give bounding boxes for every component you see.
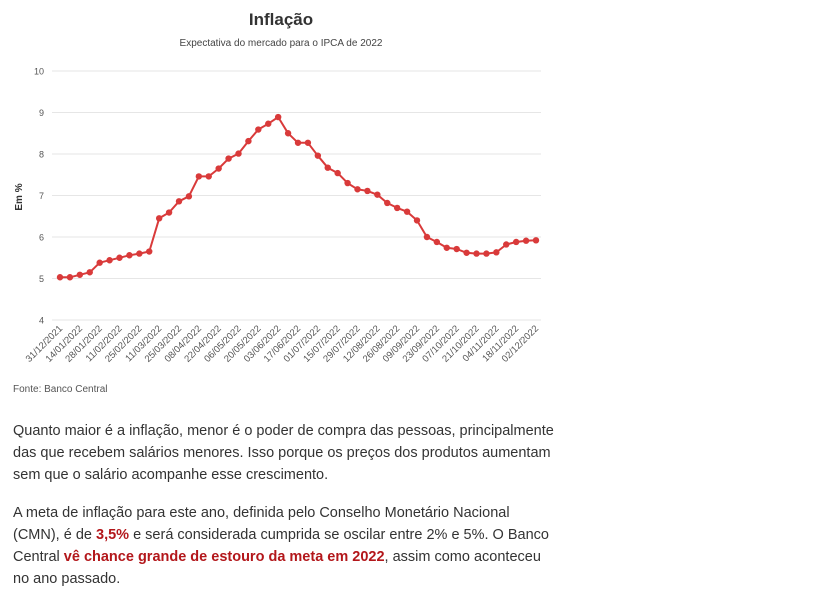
- data-point[interactable]: [443, 244, 450, 251]
- data-point[interactable]: [136, 250, 143, 257]
- data-point[interactable]: [106, 257, 113, 264]
- data-point[interactable]: [532, 237, 540, 244]
- data-point[interactable]: [364, 187, 371, 195]
- data-point[interactable]: [304, 139, 312, 146]
- data-point[interactable]: [314, 152, 322, 159]
- data-point[interactable]: [522, 237, 530, 244]
- paragraph-text: A meta de inflação para este ano, defini…: [13, 505, 510, 543]
- source-note: Fonte: Banco Central: [13, 384, 108, 395]
- data-point[interactable]: [393, 204, 401, 212]
- data-point[interactable]: [195, 173, 203, 180]
- chart-title: Inflação: [248, 10, 314, 29]
- data-point[interactable]: [96, 259, 103, 266]
- data-point[interactable]: [274, 113, 282, 121]
- target-value: 3,5%: [96, 527, 130, 543]
- target-breach-link[interactable]: vê chance grande de estouro da meta em 2…: [63, 549, 385, 565]
- data-point[interactable]: [453, 245, 460, 253]
- data-point[interactable]: [265, 120, 272, 127]
- data-point[interactable]: [66, 274, 74, 281]
- paragraph-inflation-explanation: Quanto maior é a inflação, menor é o pod…: [13, 423, 554, 483]
- data-point[interactable]: [324, 164, 331, 171]
- data-point[interactable]: [403, 208, 411, 215]
- data-point[interactable]: [155, 215, 163, 222]
- data-point[interactable]: [126, 252, 133, 259]
- data-point[interactable]: [185, 193, 193, 200]
- data-point[interactable]: [235, 150, 242, 157]
- line-chart: 4 5 6 7 8 9 10 Em % 31/12/202114/01/202228/01/…: [14, 67, 541, 365]
- x-tick-labels: 31/12/202114/01/202228/01/202211/02/2022…: [24, 323, 541, 364]
- y-tick-label: 10: [34, 67, 44, 77]
- data-point[interactable]: [294, 139, 302, 146]
- data-point[interactable]: [205, 173, 212, 180]
- y-tick-label: 6: [39, 233, 44, 243]
- data-point[interactable]: [76, 271, 84, 278]
- data-point[interactable]: [463, 249, 470, 256]
- data-point[interactable]: [423, 233, 431, 241]
- paragraph-inflation-target: A meta de inflação para este ano, defini…: [13, 502, 558, 590]
- paragraph-text: e será considerada cumprida se oscilar e…: [13, 527, 549, 565]
- data-point[interactable]: [433, 238, 441, 246]
- data-point[interactable]: [384, 199, 391, 207]
- data-point[interactable]: [473, 250, 480, 257]
- data-point[interactable]: [354, 186, 361, 193]
- data-point[interactable]: [225, 155, 232, 162]
- data-point[interactable]: [56, 274, 64, 281]
- data-point[interactable]: [255, 126, 262, 133]
- data-point[interactable]: [483, 250, 490, 257]
- chart-subtitle: Expectativa do mercado para o IPCA de 20…: [179, 38, 383, 49]
- data-point[interactable]: [413, 217, 421, 224]
- data-point[interactable]: [215, 165, 222, 172]
- y-tick-label: 7: [39, 191, 44, 201]
- data-point[interactable]: [374, 191, 381, 198]
- data-point[interactable]: [503, 241, 510, 248]
- data-point[interactable]: [512, 238, 520, 246]
- y-tick-label: 9: [39, 108, 44, 118]
- series-layer: [56, 113, 540, 281]
- data-point[interactable]: [344, 179, 351, 187]
- y-tick-label: 8: [39, 150, 44, 160]
- y-tick-label: 4: [39, 316, 44, 326]
- data-point[interactable]: [146, 248, 153, 255]
- y-axis-label: Em %: [14, 183, 25, 210]
- data-point[interactable]: [86, 269, 93, 276]
- data-point[interactable]: [493, 249, 500, 256]
- data-point[interactable]: [116, 254, 123, 261]
- data-point[interactable]: [175, 198, 183, 205]
- data-point[interactable]: [165, 209, 173, 216]
- y-tick-label: 5: [39, 274, 44, 284]
- y-tick-labels: 4 5 6 7 8 9 10: [34, 67, 44, 326]
- data-point[interactable]: [334, 169, 341, 177]
- paragraph-text: , assim como aconteceu no ano passado.: [13, 549, 541, 587]
- data-point[interactable]: [245, 137, 252, 145]
- data-point[interactable]: [284, 130, 292, 137]
- grid-layer: [52, 70, 541, 321]
